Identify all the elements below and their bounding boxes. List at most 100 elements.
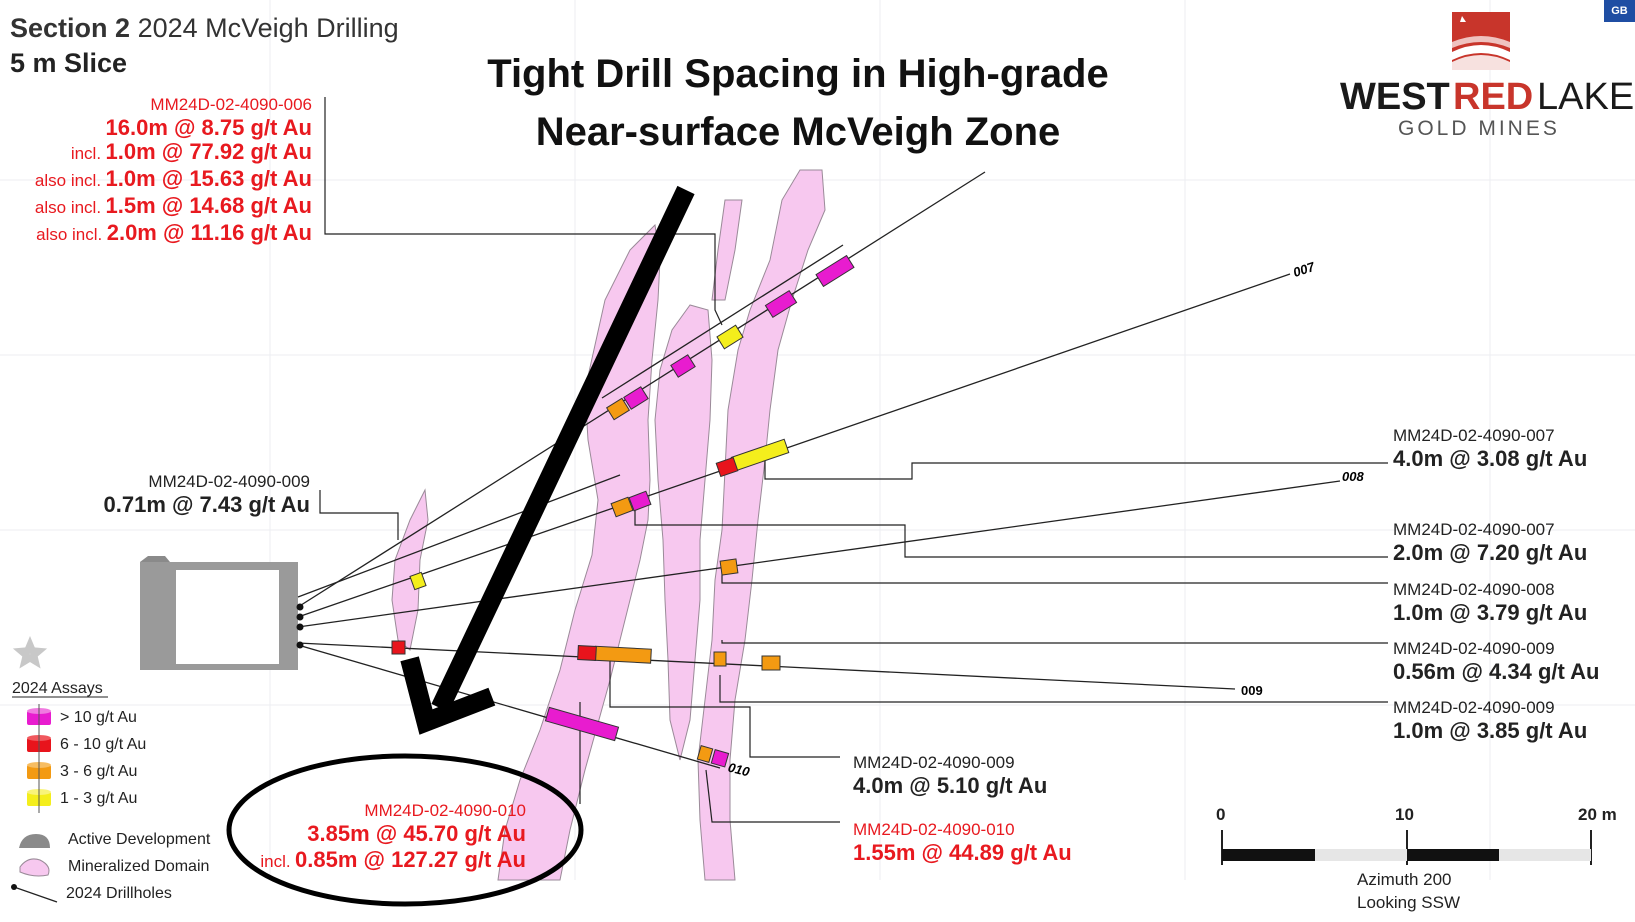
callout-value: 1.55m @ 44.89 g/t Au [853, 840, 1072, 865]
logo-word-west: WEST [1340, 76, 1450, 118]
callout-hole-label: MM24D-02-4090-009 [1393, 698, 1555, 717]
callout-value: 0.56m @ 4.34 g/t Au [1393, 659, 1600, 684]
collar-points [296, 603, 304, 649]
assay-yellow [409, 571, 427, 591]
callout-right: MM24D-02-4090-007 4.0m @ 3.08 g/t Au [1393, 426, 1587, 472]
assay-yellow [716, 324, 744, 350]
scale-bar [1221, 830, 1592, 865]
drillhole-icon [11, 884, 58, 903]
callout-right: MM24D-02-4090-008 1.0m @ 3.79 g/t Au [1393, 580, 1587, 626]
assay-cylinder-icon [27, 758, 51, 786]
callout-value: 1.0m @ 3.79 g/t Au [1393, 600, 1588, 625]
logo-word-lake: LAKE [1537, 76, 1635, 118]
callout-right: MM24D-02-4090-009 1.0m @ 3.85 g/t Au [1393, 698, 1587, 744]
assay-orange [696, 744, 714, 764]
callout-006-main: 16.0m @ 8.75 g/t Au [105, 115, 313, 140]
callout-value: 2.0m @ 7.20 g/t Au [1393, 540, 1588, 565]
scale-tick-label: 0 [1216, 805, 1226, 824]
slice-label: 5 m Slice [10, 48, 128, 78]
callout-hole-label: MM24D-02-4090-007 [1393, 520, 1555, 539]
assay-magenta [764, 289, 798, 319]
hole-tag-009: 009 [1241, 683, 1263, 698]
drillhole-006-parallel [601, 244, 844, 399]
assay-orange [713, 651, 727, 667]
scale-looking: Looking SSW [1357, 893, 1460, 912]
logo-word-red: RED [1453, 76, 1534, 118]
leader-010-right [705, 769, 840, 823]
assay-cylinder-icon [27, 785, 51, 813]
callout-right: MM24D-02-4090-009 0.56m @ 4.34 g/t Au [1393, 639, 1600, 685]
callout-009-bottom: MM24D-02-4090-009 4.0m @ 5.10 g/t Au [853, 753, 1047, 799]
leader-007a [764, 457, 1388, 480]
leader-006 [324, 97, 723, 326]
callout-009-left: MM24D-02-4090-009 0.71m @ 7.43 g/t Au [0, 472, 311, 518]
headline-line2: Near-surface McVeigh Zone [535, 110, 1061, 154]
callout-006-row: also incl. 1.5m @ 14.68 g/t Au [34, 193, 312, 218]
callout-value: 1.0m @ 3.85 g/t Au [1393, 718, 1588, 743]
callout-hole-label: MM24D-02-4090-009 [1393, 639, 1555, 658]
callout-006-hole: MM24D-02-4090-006 [150, 95, 312, 114]
logo-mark-icon [1452, 12, 1510, 70]
headline-line1: Tight Drill Spacing in High-grade [487, 52, 1109, 96]
legend-feature-label: Active Development [68, 831, 211, 848]
assay-cylinder-icon [27, 704, 51, 732]
domain-icon [19, 858, 50, 877]
assay-magenta [628, 490, 652, 512]
assay-red [391, 640, 406, 655]
arrow-icon [400, 185, 695, 735]
scale-tick-label: 10 [1395, 805, 1414, 824]
legend-feature-label: Mineralized Domain [68, 858, 210, 875]
callout-value: 4.0m @ 3.08 g/t Au [1393, 446, 1588, 471]
callout-value: 3.85m @ 45.70 g/t Au [307, 821, 526, 846]
logo-subtitle: GOLD MINES [1398, 117, 1560, 140]
assay-intervals [391, 254, 855, 768]
callout-006-row: also incl. 1.0m @ 15.63 g/t Au [34, 166, 312, 191]
snowflake-icon [12, 636, 48, 669]
legend-assay-label: 6 - 10 g/t Au [60, 736, 147, 753]
scale-azimuth: Azimuth 200 [1357, 870, 1452, 889]
callout-hole-label: MM24D-02-4090-009 [148, 472, 310, 491]
section-title: Section 2 2024 McVeigh Drilling [10, 13, 399, 43]
leader-009b [719, 675, 1388, 703]
assay-red [577, 645, 597, 661]
callout-010-right: MM24D-02-4090-010 1.55m @ 44.89 g/t Au [853, 820, 1072, 866]
legend-assay-label: 3 - 6 g/t Au [60, 763, 138, 780]
callout-hole-label: MM24D-02-4090-010 [364, 801, 526, 820]
leader-lines [319, 97, 1388, 823]
assay-orange [761, 655, 781, 671]
callout-value: 4.0m @ 5.10 g/t Au [853, 773, 1048, 798]
assay-red [715, 456, 739, 478]
development-icon [19, 834, 50, 848]
assay-orange [605, 397, 631, 421]
domain-central [654, 304, 713, 761]
callout-hole-label: MM24D-02-4090-007 [1393, 426, 1555, 445]
callout-hole-label: MM24D-02-4090-010 [853, 820, 1015, 839]
assay-orange [719, 558, 739, 576]
highlight-ellipse [226, 753, 584, 907]
assay-cylinder-icon [27, 731, 51, 759]
legend-title: 2024 Assays [12, 680, 103, 697]
drillhole-upper [297, 474, 621, 598]
callout-right: MM24D-02-4090-007 2.0m @ 7.20 g/t Au [1393, 520, 1587, 566]
legend-assay-label: 1 - 3 g/t Au [60, 790, 138, 807]
drillhole-010 [297, 644, 721, 769]
legend-assay-label: > 10 g/t Au [60, 709, 137, 726]
scale-tick-label: 20 m [1578, 805, 1617, 824]
callout-006: MM24D-02-4090-006 16.0m @ 8.75 g/t Au in… [0, 95, 312, 248]
leader-007b [634, 508, 1388, 558]
domain-thin [711, 199, 743, 301]
callout-hole-label: MM24D-02-4090-009 [853, 753, 1015, 772]
leader-009-left [319, 490, 399, 540]
assay-magenta [670, 354, 696, 378]
legend-icons [11, 636, 108, 903]
assay-magenta [815, 254, 855, 288]
hole-tag-008: 008 [1342, 469, 1364, 484]
callout-010-circle: MM24D-02-4090-010 3.85m @ 45.70 g/t Au i… [200, 801, 526, 873]
badge: GB [1604, 0, 1635, 22]
drillhole-007 [297, 273, 1291, 618]
callout-006-row: incl. 1.0m @ 77.92 g/t Au [70, 139, 312, 164]
drillhole-008 [297, 480, 1341, 628]
assay-magenta [623, 386, 649, 410]
